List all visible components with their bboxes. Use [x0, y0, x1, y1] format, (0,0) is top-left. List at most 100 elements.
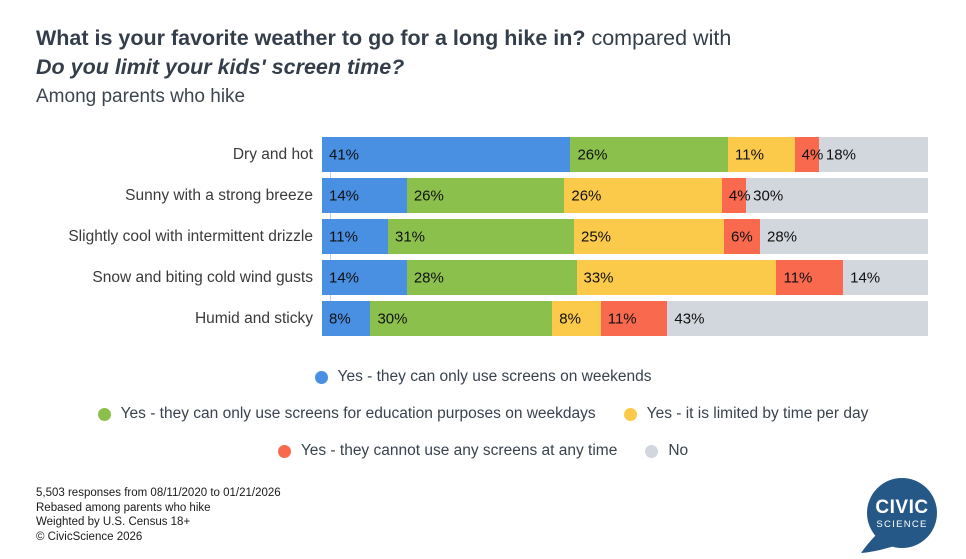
bar-segment: 26% [570, 137, 728, 172]
bar-segment-label: 14% [329, 269, 360, 286]
bar-segment-label: 11% [783, 269, 813, 286]
question-primary: What is your favorite weather to go for … [36, 26, 586, 50]
logo-text-science: SCIENCE [876, 519, 927, 530]
chart-row: Sunny with a strong breeze 14% 26% 26% 4% 30% [0, 178, 966, 213]
category-label: Humid and sticky [194, 309, 313, 327]
legend-item: No [645, 442, 688, 460]
bar-segment-label: 33% [583, 269, 614, 286]
footer-note: 5,503 responses from 08/11/2020 to 01/21… [36, 486, 281, 544]
footer-line-responses: 5,503 responses from 08/11/2020 to 01/21… [36, 487, 281, 499]
chart-row: Snow and biting cold wind gusts 14% 28% 33%… [0, 260, 966, 295]
bar-segment: 11% [322, 219, 388, 254]
weather-screen-time-chart: Dry and hot 41% 26% 11% 4% 18% Sunny with a st… [0, 137, 966, 342]
bar-stack: 41% 26% 11% 4% 18% [322, 137, 928, 172]
chart-rows: Dry and hot 41% 26% 11% 4% 18% Sunny with a st… [0, 137, 966, 336]
bar-stack: 11% 31% 25% 6% 28% [322, 219, 928, 254]
civicscience-logo: CIVIC SCIENCE [861, 478, 937, 553]
legend-item: Yes - they can only use screens for educ… [97, 405, 596, 423]
bar-segment: 41% [322, 137, 571, 172]
legend-row: Yes - they cannot use any screens at any… [0, 440, 966, 462]
chart-header: What is your favorite weather to go for … [36, 24, 936, 109]
bar-segment-label: 30% [377, 310, 408, 327]
bar-segment: 43% [667, 301, 928, 336]
bar-segment-label: 25% [581, 228, 612, 245]
legend-swatch-icon [97, 407, 111, 421]
category-label: Sunny with a strong breeze [125, 186, 313, 204]
bar-stack: 14% 26% 26% 4% 30% [322, 178, 928, 213]
bar-segment-label: 28% [767, 228, 798, 245]
bar-segment-label: 26% [413, 187, 444, 204]
chart-row: Humid and sticky 8% 30% 8% 11% 43% [0, 301, 966, 336]
legend-row: Yes - they can only use screens on weeke… [0, 366, 966, 388]
footer-line-copyright: © CivicScience 2026 [36, 530, 143, 543]
chart-row: Slightly cool with intermittent drizzle 1… [0, 219, 966, 254]
legend-swatch-icon [277, 444, 291, 458]
bar-segment: 30% [370, 301, 553, 336]
bar-segment-label: 11% [735, 146, 764, 163]
bar-segment: 11% [600, 301, 668, 336]
bar-segment-label: 43% [674, 310, 705, 327]
legend-label: Yes - they cannot use any screens at any… [300, 442, 618, 459]
bar-segment-label: 8% [329, 310, 351, 327]
bar-segment-label: 18% [825, 146, 856, 163]
chart-row: Dry and hot 41% 26% 11% 4% 18% [0, 137, 966, 172]
bar-segment-label: 8% [559, 310, 581, 327]
bar-stack: 8% 30% 8% 11% 43% [322, 301, 928, 336]
bar-segment-label: 41% [329, 146, 360, 163]
bar-segment: 18% [818, 137, 928, 172]
bar-segment: 14% [322, 178, 407, 213]
bar-segment-label: 14% [850, 269, 881, 286]
compared-with-text: compared with [585, 26, 732, 50]
bar-segment: 8% [322, 301, 371, 336]
bar-segment-label: 4% [801, 146, 824, 163]
bar-segment: 28% [760, 219, 928, 254]
legend-item: Yes - it is limited by time per day [623, 405, 869, 423]
page-title-line1: What is your favorite weather to go for … [36, 24, 936, 53]
bar-segment: 26% [564, 178, 722, 213]
legend-label: Yes - it is limited by time per day [646, 405, 869, 422]
bar-segment-label: 26% [577, 146, 608, 163]
legend-label: No [668, 442, 689, 459]
legend-swatch-icon [314, 370, 328, 384]
question-secondary: Do you limit your kids' screen time? [36, 55, 405, 79]
footer-line-rebased: Rebased among parents who hike [36, 501, 211, 514]
legend-item: Yes - they can only use screens on weeke… [314, 368, 652, 386]
bar-segment: 30% [746, 178, 928, 213]
category-label: Slightly cool with intermittent drizzle [68, 227, 313, 245]
bar-segment: 25% [574, 219, 724, 254]
bar-segment: 14% [843, 260, 928, 295]
logo-text-civic: CIVIC [875, 497, 928, 518]
bar-segment: 31% [388, 219, 574, 254]
category-label: Snow and biting cold wind gusts [92, 268, 313, 286]
bar-segment-label: 4% [728, 187, 751, 204]
footer-line-weighted: Weighted by U.S. Census 18+ [36, 516, 191, 529]
bar-segment-label: 6% [731, 228, 753, 245]
logo-bubble [867, 478, 937, 548]
bar-segment: 11% [776, 260, 844, 295]
bar-segment-label: 30% [753, 187, 784, 204]
bar-segment-label: 11% [329, 228, 358, 245]
bar-segment: 33% [576, 260, 777, 295]
logo-bubble-tail [861, 534, 894, 553]
bar-segment: 11% [728, 137, 795, 172]
legend-item: Yes - they cannot use any screens at any… [277, 442, 618, 460]
legend-label: Yes - they can only use screens on weeke… [337, 368, 652, 385]
bar-segment: 28% [406, 260, 577, 295]
legend-label: Yes - they can only use screens for educ… [120, 405, 596, 422]
bar-segment-label: 31% [395, 228, 426, 245]
bar-segment-label: 28% [413, 269, 444, 286]
legend-swatch-icon [645, 444, 659, 458]
bar-segment: 26% [406, 178, 565, 213]
bar-segment: 14% [322, 260, 407, 295]
bar-stack: 14% 28% 33% 11% 14% [322, 260, 928, 295]
category-label: Dry and hot [232, 145, 313, 163]
bar-segment-label: 14% [329, 187, 360, 204]
bar-segment: 4% [794, 137, 823, 172]
bar-segment: 6% [724, 219, 760, 254]
chart-legend: Yes - they can only use screens on weeke… [0, 366, 966, 477]
chart-subtitle: Among parents who hike [36, 86, 246, 107]
bar-segment-label: 11% [607, 310, 637, 327]
bar-segment: 8% [552, 301, 601, 336]
legend-swatch-icon [623, 407, 637, 421]
